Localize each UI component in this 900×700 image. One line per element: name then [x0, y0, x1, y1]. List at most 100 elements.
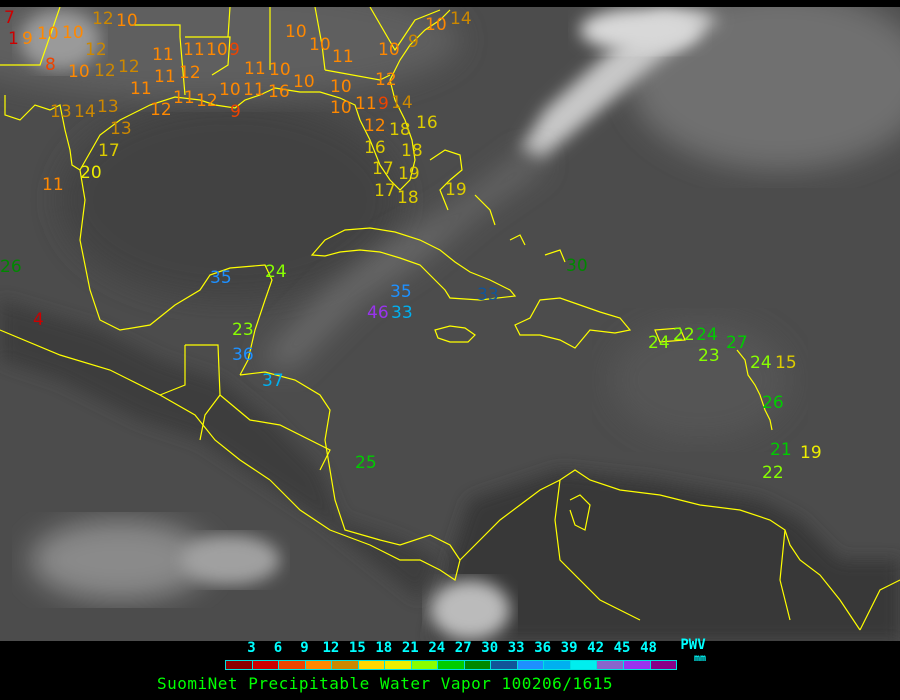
lesser-antilles [736, 349, 773, 431]
station-pwv-label: 10 [378, 40, 400, 60]
colorbar-swatch [411, 661, 439, 669]
station-pwv-label: 12 [364, 116, 386, 136]
bahamas [474, 194, 496, 226]
colorbar [225, 660, 677, 670]
cloud-layer [610, 320, 790, 440]
colorbar-swatch [597, 661, 624, 669]
station-pwv-label: 9 [22, 29, 33, 49]
south-america-border [859, 579, 900, 631]
station-pwv-label: 15 [775, 353, 797, 373]
colorbar-tick: 24 [428, 640, 446, 656]
state-border [185, 36, 231, 76]
station-pwv-label: 1 [8, 29, 19, 49]
unit-label: PWV [680, 637, 706, 653]
station-pwv-label: 10 [330, 98, 352, 118]
state-border [324, 69, 391, 81]
colorbar-tick: 33 [507, 640, 525, 656]
station-pwv-label: 26 [0, 257, 22, 277]
station-pwv-label: 30 [566, 256, 588, 276]
station-pwv-label: 11 [183, 40, 205, 60]
colorbar-swatch [623, 661, 651, 669]
colorbar-tick: 42 [587, 640, 605, 656]
central-america-border [159, 345, 186, 396]
station-pwv-label: 10 [309, 35, 331, 55]
colorbar-swatch [226, 661, 253, 669]
station-pwv-label: 17 [374, 181, 396, 201]
state-border [130, 24, 186, 96]
cloud-layer [180, 535, 280, 585]
station-pwv-label: 24 [265, 262, 287, 282]
south-america-border [779, 529, 791, 621]
station-pwv-label: 19 [398, 164, 420, 184]
station-pwv-label: 10 [285, 22, 307, 42]
state-border [0, 7, 61, 66]
state-border [314, 7, 326, 71]
station-pwv-label: 18 [389, 120, 411, 140]
station-pwv-label: 22 [673, 325, 695, 345]
mexico-pacific-coast [0, 329, 271, 481]
colorbar-tick: 9 [300, 640, 309, 656]
station-pwv-label: 9 [230, 102, 241, 122]
station-pwv-label: 11 [152, 45, 174, 65]
south-america-coast [459, 469, 861, 631]
station-pwv-label: 20 [80, 163, 102, 183]
station-pwv-label: 11 [42, 175, 64, 195]
station-pwv-label: 24 [696, 325, 718, 345]
colorbar-tick: 39 [560, 640, 578, 656]
colorbar-swatch [517, 661, 545, 669]
central-america-border [219, 394, 331, 471]
cloud-layer [20, 10, 100, 70]
state-border [227, 7, 231, 38]
station-pwv-label: 37 [262, 371, 284, 391]
station-pwv-label: 4 [33, 310, 44, 330]
cloud-layer [30, 520, 210, 600]
station-pwv-label: 16 [268, 82, 290, 102]
station-pwv-label: 13 [97, 97, 119, 117]
station-pwv-label: 16 [416, 113, 438, 133]
cloud-layer [0, 7, 460, 100]
station-pwv-label: 19 [800, 443, 822, 463]
station-pwv-label: 24 [648, 333, 670, 353]
station-pwv-label: 11 [243, 80, 265, 100]
station-pwv-label: 22 [762, 463, 784, 483]
colorbar-swatch [491, 661, 518, 669]
station-pwv-label: 12 [92, 9, 114, 29]
station-pwv-label: 10 [62, 23, 84, 43]
colorbar-swatch [464, 661, 492, 669]
state-border [4, 95, 81, 171]
station-pwv-label: 17 [98, 141, 120, 161]
station-pwv-label: 35 [390, 282, 412, 302]
station-pwv-label: 10 [269, 60, 291, 80]
station-pwv-label: 24 [750, 353, 772, 373]
gulf-coast [79, 79, 416, 191]
station-pwv-label: 10 [206, 40, 228, 60]
cloud-layer [60, 100, 400, 300]
colorbar-swatch [252, 661, 280, 669]
station-pwv-label: 18 [397, 188, 419, 208]
station-pwv-label: 11 [244, 59, 266, 79]
bahamas [509, 234, 526, 246]
station-pwv-label: 46 [367, 303, 389, 323]
station-pwv-label: 7 [4, 8, 15, 28]
station-pwv-label: 16 [364, 138, 386, 158]
station-pwv-label: 17 [372, 159, 394, 179]
south-america-border [554, 479, 641, 621]
colorbar-swatch [385, 661, 412, 669]
station-pwv-label: 11 [332, 47, 354, 67]
coastlines [0, 7, 900, 631]
station-pwv-label: 11 [355, 94, 377, 114]
station-pwv-label: 12 [118, 57, 140, 77]
station-pwv-label: 12 [375, 70, 397, 90]
hispaniola [514, 297, 632, 349]
lake-maracaibo [569, 494, 591, 531]
station-pwv-label: 13 [50, 102, 72, 122]
station-pwv-label: 36 [232, 345, 254, 365]
colorbar-swatch [279, 661, 306, 669]
colorbar-tick: 21 [401, 640, 419, 656]
cloud-layer [630, 7, 900, 170]
station-pwv-label: 8 [45, 55, 56, 75]
colorbar-swatch [332, 661, 359, 669]
bahamas [429, 149, 463, 211]
